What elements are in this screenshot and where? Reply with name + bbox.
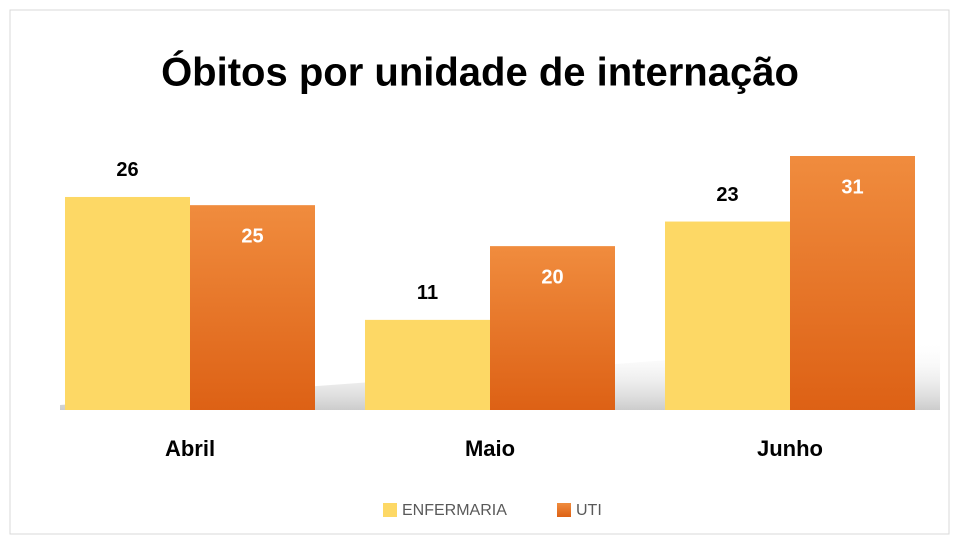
- bar: [365, 319, 490, 410]
- legend-swatch: [383, 503, 397, 517]
- bar: [65, 196, 190, 410]
- data-label: 20: [541, 266, 563, 288]
- x-tick-label: Abril: [165, 436, 215, 461]
- data-label: 25: [241, 225, 263, 247]
- x-tick-label: Junho: [757, 436, 823, 461]
- x-tick-label: Maio: [465, 436, 515, 461]
- legend-swatch: [557, 503, 571, 517]
- legend-label: ENFERMARIA: [402, 502, 507, 519]
- bar: [190, 205, 315, 410]
- bar: [490, 246, 615, 410]
- legend-label: UTI: [576, 502, 602, 519]
- data-label: 26: [116, 159, 138, 181]
- data-label: 31: [841, 176, 863, 198]
- chart-title: Óbitos por unidade de internação: [161, 49, 799, 95]
- data-label: 23: [716, 184, 738, 206]
- bar: [790, 156, 915, 410]
- bar: [665, 221, 790, 410]
- data-label: 11: [417, 282, 438, 304]
